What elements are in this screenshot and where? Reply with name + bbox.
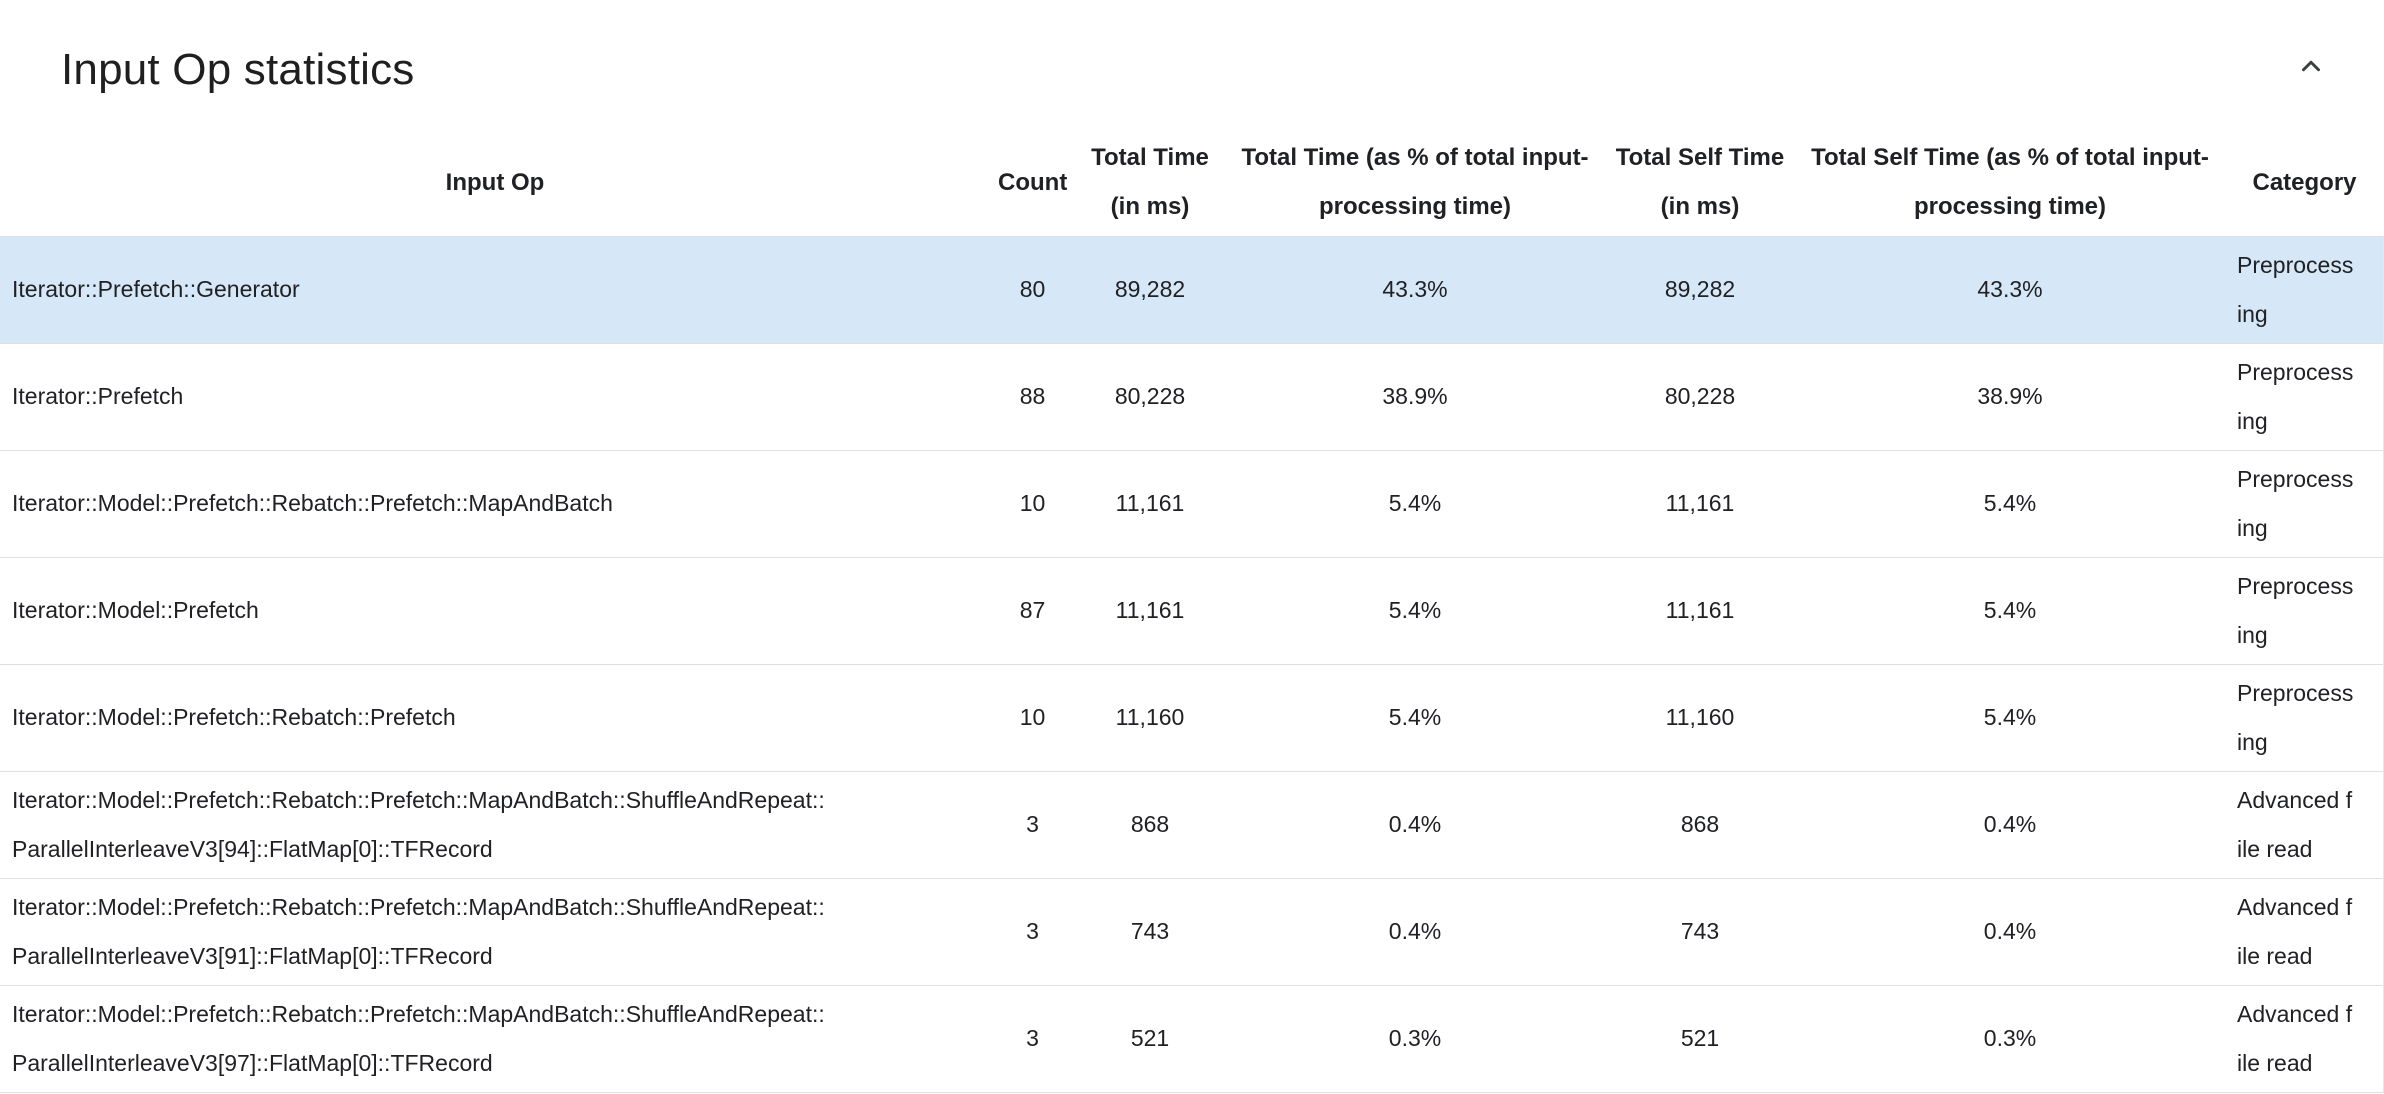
table-row[interactable]: Iterator::Model::Prefetch::Rebatch::Pref…	[0, 450, 2384, 558]
chevron-up-icon	[2293, 48, 2329, 87]
cell-total-time-pct: 5.4%	[1225, 450, 1605, 558]
cell-category: Preprocessing	[2225, 343, 2384, 451]
col-header-total-time: Total Time (in ms)	[1075, 129, 1225, 237]
cell-total-self-time-pct: 5.4%	[1795, 557, 2225, 665]
table-header-row: Input Op Count Total Time (in ms) Total …	[0, 129, 2384, 237]
col-header-input-op: Input Op	[0, 129, 990, 237]
cell-total-time-pct: 38.9%	[1225, 343, 1605, 451]
collapse-panel-button[interactable]	[2288, 44, 2334, 90]
cell-total-time-pct: 5.4%	[1225, 664, 1605, 772]
cell-total-self-time: 11,160	[1605, 664, 1795, 772]
cell-input-op: Iterator::Prefetch::Generator	[0, 236, 990, 344]
cell-total-time-pct: 0.4%	[1225, 771, 1605, 879]
cell-input-op: Iterator::Model::Prefetch::Rebatch::Pref…	[0, 450, 990, 558]
cell-total-self-time-pct: 0.3%	[1795, 985, 2225, 1093]
cell-count: 87	[990, 557, 1075, 665]
cell-category: Advanced file read	[2225, 771, 2384, 879]
panel-header: Input Op statistics	[0, 0, 2384, 129]
cell-input-op: Iterator::Model::Prefetch::Rebatch::Pref…	[0, 771, 990, 879]
cell-total-self-time-pct: 0.4%	[1795, 771, 2225, 879]
table-row[interactable]: Iterator::Model::Prefetch 87 11,161 5.4%…	[0, 557, 2384, 665]
col-header-total-self-time-pct: Total Self Time (as % of total input-pro…	[1795, 129, 2225, 237]
cell-input-op: Iterator::Prefetch	[0, 343, 990, 451]
cell-total-time-pct: 0.3%	[1225, 985, 1605, 1093]
cell-input-op: Iterator::Model::Prefetch::Rebatch::Pref…	[0, 878, 990, 986]
cell-total-self-time-pct: 38.9%	[1795, 343, 2225, 451]
cell-total-self-time: 11,161	[1605, 450, 1795, 558]
cell-count: 80	[990, 236, 1075, 344]
cell-total-time: 89,282	[1075, 236, 1225, 344]
col-header-category: Category	[2225, 129, 2384, 237]
cell-count: 3	[990, 985, 1075, 1093]
cell-total-self-time: 521	[1605, 985, 1795, 1093]
cell-category: Advanced file read	[2225, 985, 2384, 1093]
cell-category: Preprocessing	[2225, 236, 2384, 344]
input-op-table: Input Op Count Total Time (in ms) Total …	[0, 129, 2384, 1093]
cell-total-self-time-pct: 0.4%	[1795, 878, 2225, 986]
page-title: Input Op statistics	[61, 44, 415, 94]
cell-total-time-pct: 0.4%	[1225, 878, 1605, 986]
cell-total-self-time: 80,228	[1605, 343, 1795, 451]
table-row[interactable]: Iterator::Model::Prefetch::Rebatch::Pref…	[0, 985, 2384, 1093]
cell-count: 88	[990, 343, 1075, 451]
cell-category: Advanced file read	[2225, 878, 2384, 986]
table-row[interactable]: Iterator::Model::Prefetch::Rebatch::Pref…	[0, 771, 2384, 879]
cell-total-self-time-pct: 43.3%	[1795, 236, 2225, 344]
cell-total-self-time-pct: 5.4%	[1795, 450, 2225, 558]
cell-total-time: 11,161	[1075, 450, 1225, 558]
col-header-total-self-time: Total Self Time (in ms)	[1605, 129, 1795, 237]
cell-total-time: 11,161	[1075, 557, 1225, 665]
cell-category: Preprocessing	[2225, 557, 2384, 665]
table-row[interactable]: Iterator::Prefetch 88 80,228 38.9% 80,22…	[0, 343, 2384, 451]
cell-input-op: Iterator::Model::Prefetch::Rebatch::Pref…	[0, 664, 990, 772]
cell-total-self-time: 743	[1605, 878, 1795, 986]
table-row[interactable]: Iterator::Model::Prefetch::Rebatch::Pref…	[0, 878, 2384, 986]
cell-total-time: 743	[1075, 878, 1225, 986]
col-header-total-time-pct: Total Time (as % of total input-processi…	[1225, 129, 1605, 237]
cell-total-time: 80,228	[1075, 343, 1225, 451]
cell-total-time: 521	[1075, 985, 1225, 1093]
cell-total-self-time: 868	[1605, 771, 1795, 879]
cell-count: 10	[990, 664, 1075, 772]
cell-total-time: 11,160	[1075, 664, 1225, 772]
table-row[interactable]: Iterator::Model::Prefetch::Rebatch::Pref…	[0, 664, 2384, 772]
cell-total-self-time: 11,161	[1605, 557, 1795, 665]
cell-total-self-time-pct: 5.4%	[1795, 664, 2225, 772]
cell-input-op: Iterator::Model::Prefetch::Rebatch::Pref…	[0, 985, 990, 1093]
cell-total-time-pct: 43.3%	[1225, 236, 1605, 344]
table-row[interactable]: Iterator::Prefetch::Generator 80 89,282 …	[0, 236, 2384, 344]
cell-total-time: 868	[1075, 771, 1225, 879]
cell-total-self-time: 89,282	[1605, 236, 1795, 344]
cell-count: 3	[990, 771, 1075, 879]
cell-category: Preprocessing	[2225, 450, 2384, 558]
cell-count: 3	[990, 878, 1075, 986]
cell-total-time-pct: 5.4%	[1225, 557, 1605, 665]
col-header-count: Count	[990, 129, 1075, 237]
cell-input-op: Iterator::Model::Prefetch	[0, 557, 990, 665]
cell-count: 10	[990, 450, 1075, 558]
cell-category: Preprocessing	[2225, 664, 2384, 772]
